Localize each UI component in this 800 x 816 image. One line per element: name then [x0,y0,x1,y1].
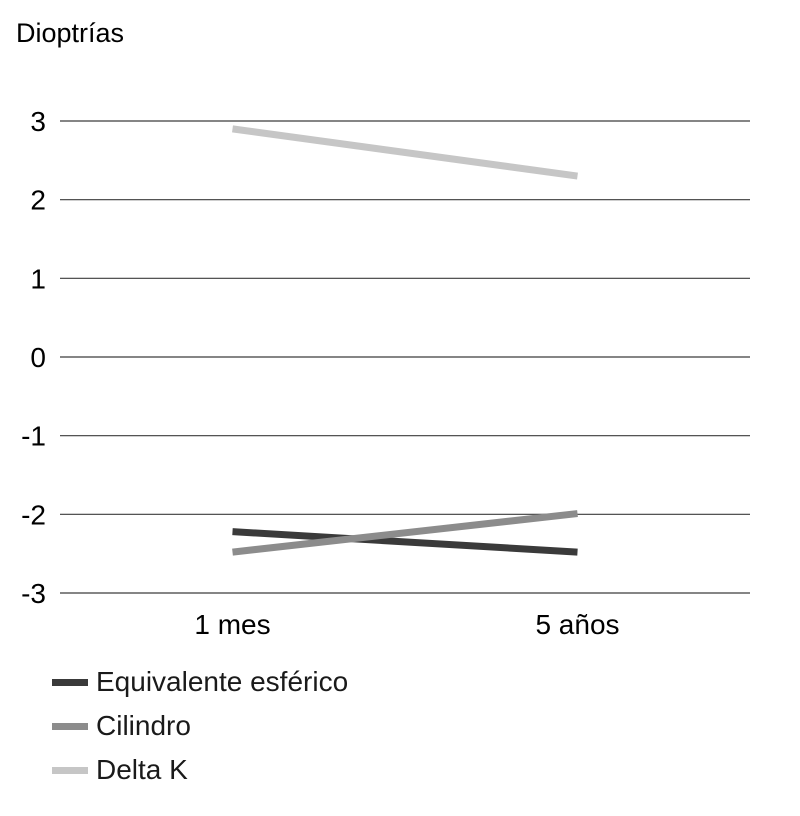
line-chart: Dioptrías 3 2 1 0 -1 -2 -3 1 mes 5 años [16,18,750,640]
y-tick-label: -2 [21,499,46,530]
y-tick-label: -1 [21,421,46,452]
y-tick-label: 2 [30,185,46,216]
legend-swatch [52,678,88,686]
y-axis-label: Dioptrías [16,18,124,48]
series-line-delta-k [232,125,578,180]
y-axis-ticks: 3 2 1 0 -1 -2 -3 [21,106,46,609]
y-tick-label: 3 [30,106,46,137]
y-tick-label: 0 [30,342,46,373]
legend: Equivalente esférico Cilindro Delta K [52,660,348,792]
legend-item-delta-k: Delta K [52,748,348,792]
y-tick-label: -3 [21,578,46,609]
x-axis-ticks: 1 mes 5 años [194,609,619,640]
legend-label: Equivalente esférico [96,666,349,697]
y-tick-label: 1 [30,263,46,294]
legend-item-cilindro: Cilindro [52,704,348,748]
series-line-equivalente-esf-rico [232,528,578,556]
gridlines [60,120,750,594]
legend-item-equivalente-esferico: Equivalente esférico [52,660,348,704]
series-line-cilindro [232,510,578,556]
x-tick-label: 5 años [535,609,619,640]
x-tick-label: 1 mes [194,609,270,640]
legend-swatch [52,722,88,730]
series-lines [232,125,578,556]
legend-label: Cilindro [96,710,191,741]
legend-swatch [52,766,88,774]
legend-label: Delta K [96,754,188,785]
